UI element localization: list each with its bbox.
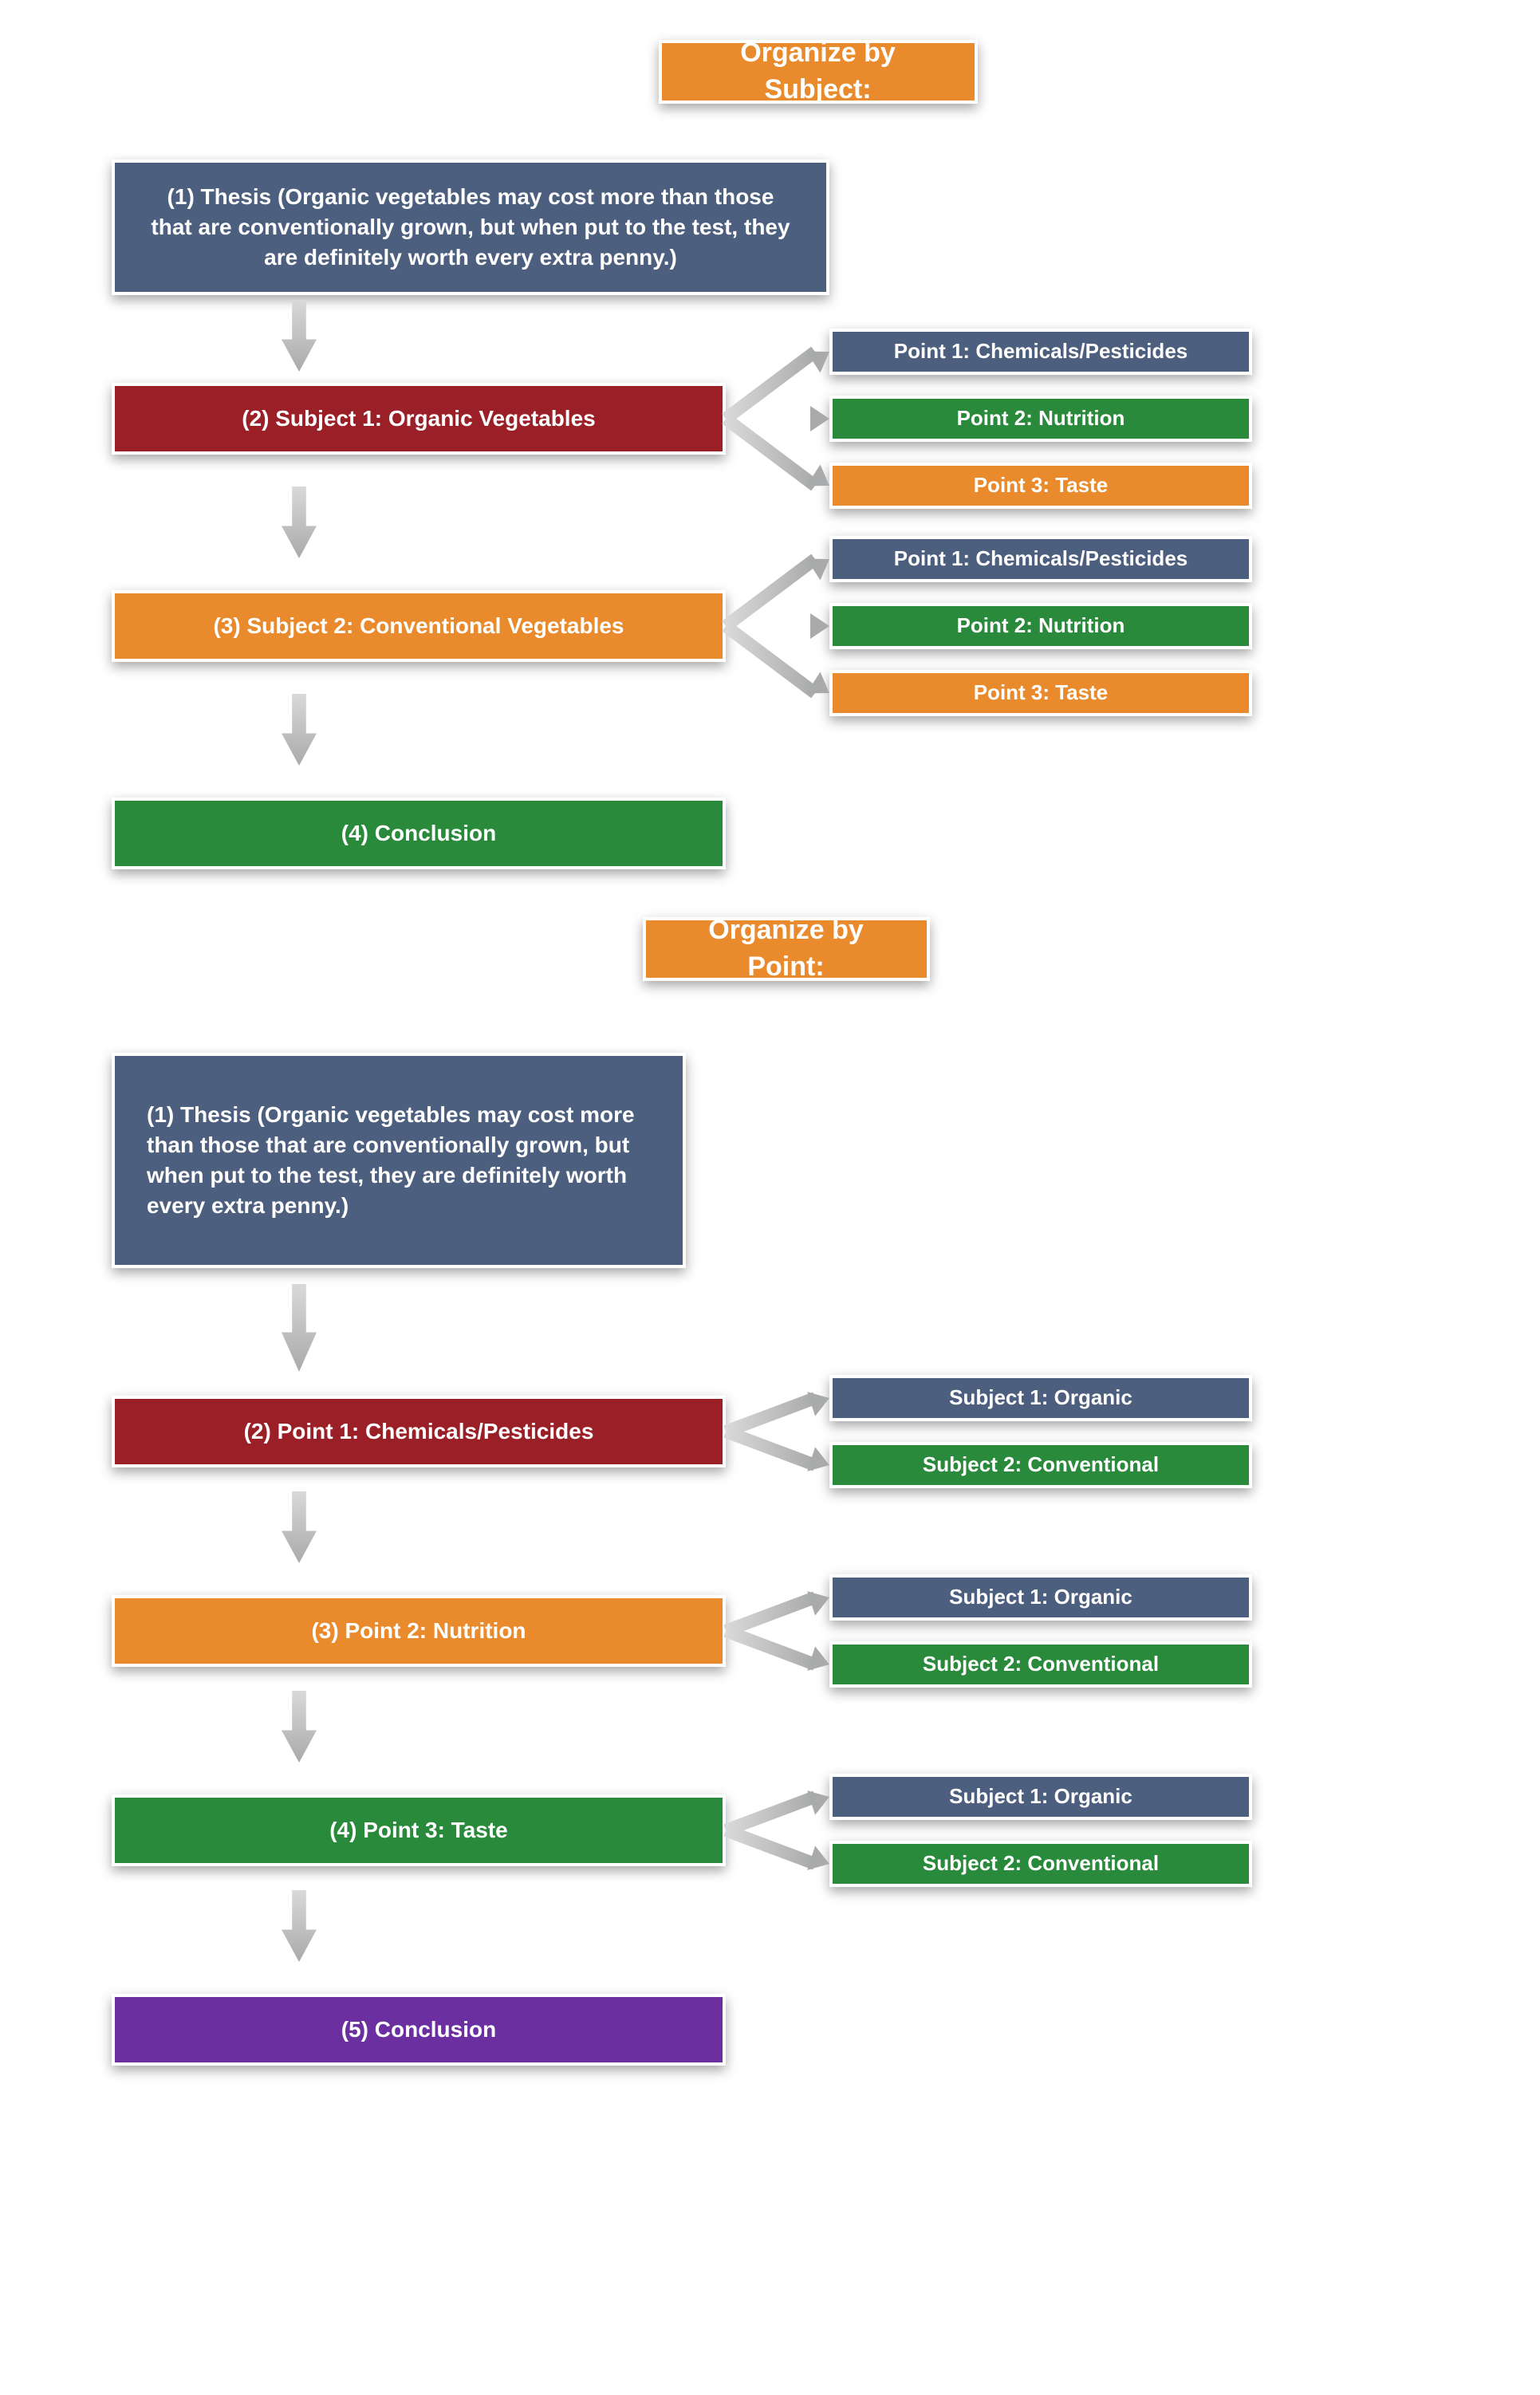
arrow-thesis-subj1 xyxy=(282,300,317,372)
section2-pt2-sub1: Subject 1: Organic xyxy=(829,1574,1252,1621)
section2-pt3-sub2: Subject 2: Conventional xyxy=(829,1841,1252,1887)
section2-pt1-sub2: Subject 2: Conventional xyxy=(829,1442,1252,1488)
arrow-subj2-concl xyxy=(282,694,317,766)
section1-subject1: (2) Subject 1: Organic Vegetables xyxy=(112,383,726,455)
arrow2-thesis-pt1 xyxy=(282,1284,317,1372)
section1-subject2-point2: Point 2: Nutrition xyxy=(829,603,1252,649)
arrow2-pt2 xyxy=(282,1691,317,1763)
split-subj2 xyxy=(722,543,833,709)
section1-thesis: (1) Thesis (Organic vegetables may cost … xyxy=(112,160,829,295)
section2-pt3-sub1: Subject 1: Organic xyxy=(829,1774,1252,1820)
section1-conclusion: (4) Conclusion xyxy=(112,798,726,869)
split-subj1 xyxy=(722,336,833,502)
section1-subject1-point1: Point 1: Chemicals/Pesticides xyxy=(829,329,1252,375)
section2-pt1-sub1: Subject 1: Organic xyxy=(829,1375,1252,1421)
arrow2-pt1 xyxy=(282,1491,317,1563)
section2-pt2: (3) Point 2: Nutrition xyxy=(112,1595,726,1667)
section2-pt1: (2) Point 1: Chemicals/Pesticides xyxy=(112,1396,726,1467)
split2-pt1 xyxy=(722,1382,833,1481)
section1-subject2: (3) Subject 2: Conventional Vegetables xyxy=(112,590,726,662)
split2-pt2 xyxy=(722,1582,833,1680)
section1-subject1-point3: Point 3: Taste xyxy=(829,463,1252,509)
arrow-subj1-subj2 xyxy=(282,486,317,558)
section1-subject2-point1: Point 1: Chemicals/Pesticides xyxy=(829,536,1252,582)
section2-concl2: (5) Conclusion xyxy=(112,1994,726,2066)
section2-thesis: (1) Thesis (Organic vegetables may cost … xyxy=(112,1053,686,1268)
section2-title: Organize by Point: xyxy=(643,917,930,981)
arrow2-pt3 xyxy=(282,1890,317,1962)
section2-pt2-sub2: Subject 2: Conventional xyxy=(829,1641,1252,1688)
section1-title: Organize by Subject: xyxy=(659,40,978,104)
section1-subject2-point3: Point 3: Taste xyxy=(829,670,1252,716)
section2-pt3: (4) Point 3: Taste xyxy=(112,1794,726,1866)
split2-pt3 xyxy=(722,1781,833,1880)
section1-subject1-point2: Point 2: Nutrition xyxy=(829,396,1252,442)
